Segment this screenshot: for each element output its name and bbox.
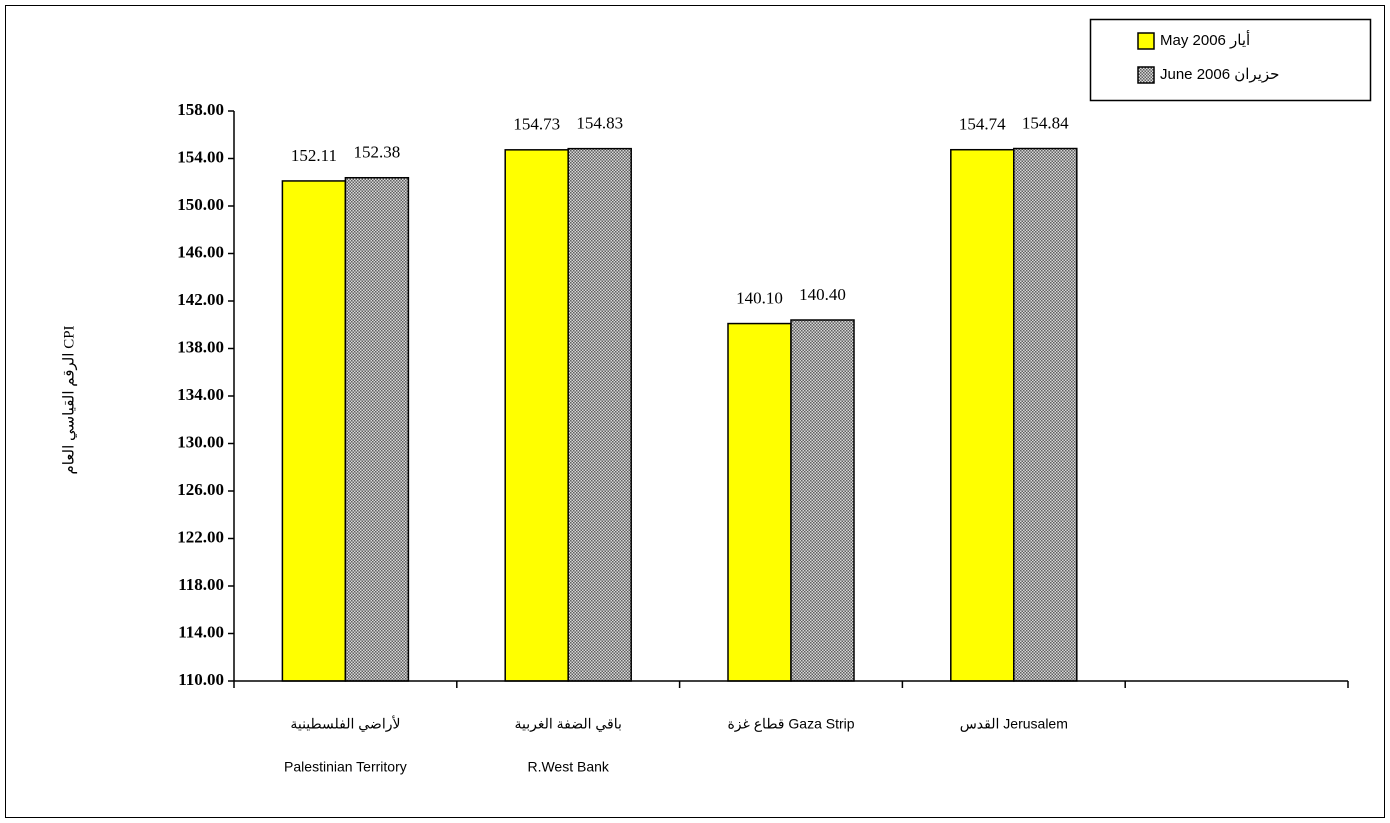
y-tick-label: 114.00 <box>178 622 224 641</box>
x-tick-label: Palestinian Territory <box>284 759 407 775</box>
bar <box>1013 147 1078 682</box>
y-tick-label: 130.00 <box>177 432 224 451</box>
y-tick-label: 142.00 <box>177 290 224 309</box>
y-tick-label: 126.00 <box>177 480 224 499</box>
x-tick-label: القدس Jerusalem <box>960 716 1068 733</box>
y-tick-label: 158.00 <box>177 100 224 119</box>
bar <box>504 149 569 682</box>
value-label: 154.73 <box>513 115 560 134</box>
y-tick-label: 150.00 <box>177 195 224 214</box>
x-tick-label: لأراضي الفلسطينية <box>290 715 400 733</box>
y-axis-label: CPI الرقم القياسي العام <box>61 325 77 474</box>
y-tick-label: 110.00 <box>178 670 224 689</box>
value-label: 140.10 <box>736 288 783 307</box>
value-label: 154.84 <box>1022 113 1069 132</box>
bar <box>727 322 792 682</box>
y-tick-label: 154.00 <box>177 147 224 166</box>
chart-border <box>5 5 1385 818</box>
legend-box <box>1089 18 1372 102</box>
value-label: 154.74 <box>959 115 1006 134</box>
value-label: 152.38 <box>354 143 401 162</box>
y-tick-label: 134.00 <box>177 385 224 404</box>
legend-label: June 2006 حزيران <box>1160 66 1279 83</box>
legend-label: May 2006 أيار <box>1160 30 1250 49</box>
y-tick-label: 122.00 <box>177 527 224 546</box>
bar <box>281 180 347 682</box>
bar <box>567 147 632 682</box>
legend-swatch <box>1137 32 1155 50</box>
bar <box>344 176 410 682</box>
value-label: 154.83 <box>576 114 623 133</box>
x-tick-label: باقي الضفة الغربية <box>514 716 621 733</box>
value-label: 152.11 <box>291 146 337 165</box>
x-tick-label: R.West Bank <box>527 759 609 775</box>
bar <box>790 319 855 682</box>
x-tick-label: قطاع غزة Gaza Strip <box>727 716 854 733</box>
legend-swatch <box>1137 66 1155 84</box>
y-tick-label: 146.00 <box>177 242 224 261</box>
bar <box>950 148 1015 682</box>
y-tick-label: 118.00 <box>178 575 224 594</box>
y-tick-label: 138.00 <box>177 337 224 356</box>
value-label: 140.40 <box>799 285 846 304</box>
